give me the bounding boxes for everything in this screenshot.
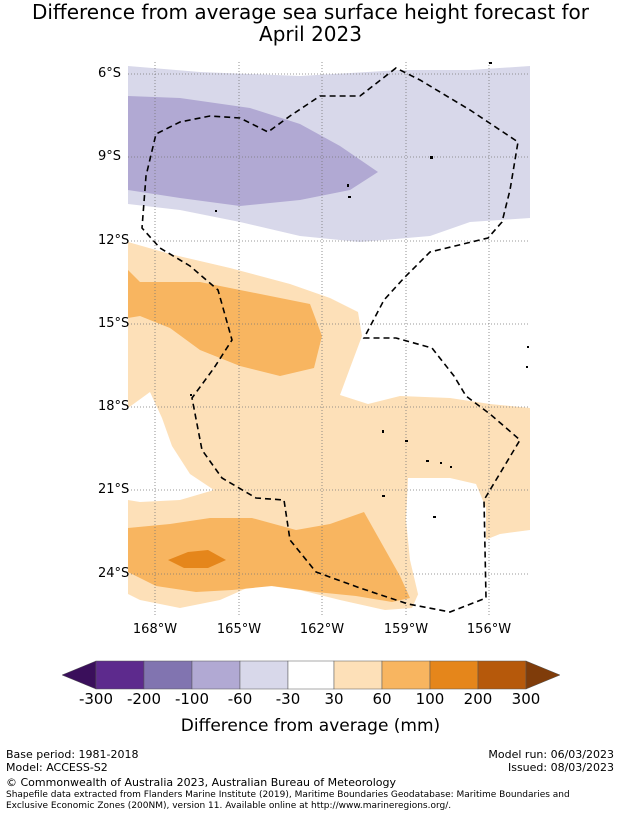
colorbar-tick: -60 — [227, 690, 253, 708]
colorbar-tick: 60 — [372, 690, 392, 708]
colorbar-tick: -100 — [174, 690, 210, 708]
lon-label: 165°W — [216, 622, 262, 637]
lon-label: 162°W — [299, 622, 345, 637]
base-period: Base period: 1981-2018 — [6, 748, 139, 761]
colorbar — [61, 660, 561, 690]
colorbar-tick: 300 — [511, 690, 541, 708]
colorbar-high-extension — [525, 660, 561, 690]
model-name: Model: ACCESS-S2 — [6, 761, 108, 774]
colorbar-segment — [95, 660, 145, 690]
lat-label: 18°S — [98, 399, 130, 414]
copyright: © Commonwealth of Australia 2023, Austra… — [6, 776, 396, 789]
region-neutral-east — [406, 478, 486, 594]
region-plus-100 — [168, 550, 226, 568]
lat-label: 9°S — [98, 149, 122, 164]
colorbar-segment — [477, 660, 527, 690]
region-plus-60-north — [128, 270, 322, 376]
colorbar-tick: -200 — [126, 690, 162, 708]
colorbar-segment — [191, 660, 241, 690]
lat-label: 21°S — [98, 482, 130, 497]
colorbar-segment — [381, 660, 431, 690]
eez-boundary — [141, 67, 522, 613]
colorbar-tick: 100 — [415, 690, 445, 708]
colorbar-tick: -30 — [275, 690, 301, 708]
colorbar-segment — [287, 660, 335, 690]
lat-label: 6°S — [98, 66, 122, 81]
lat-label: 15°S — [98, 316, 130, 331]
region-plus-60-south — [128, 512, 410, 602]
colorbar-segment — [143, 660, 193, 690]
colorbar-segment — [239, 660, 289, 690]
region-neutral-west — [128, 392, 214, 502]
lon-label: 168°W — [132, 622, 178, 637]
shapefile-credit: Shapefile data extracted from Flanders M… — [6, 790, 570, 811]
region-minus-60 — [128, 96, 378, 206]
graticule — [128, 62, 530, 615]
colorbar-segment — [429, 660, 479, 690]
title-line-1: Difference from average sea surface heig… — [31, 0, 590, 24]
lon-label: 159°W — [383, 622, 429, 637]
lon-label: 156°W — [466, 622, 512, 637]
lat-label: 24°S — [98, 566, 130, 581]
colorbar-segment — [333, 660, 383, 690]
colorbar-low-extension — [61, 660, 97, 690]
model-run: Model run: 06/03/2023 — [488, 748, 614, 761]
colorbar-tick: -300 — [78, 690, 114, 708]
colorbar-tick: 200 — [463, 690, 493, 708]
colorbar-label: Difference from average (mm) — [180, 716, 441, 736]
island-markers — [190, 62, 529, 518]
issued-date: Issued: 08/03/2023 — [507, 761, 614, 774]
lat-label: 12°S — [98, 233, 130, 248]
title-line-2: April 2023 — [259, 22, 362, 46]
colorbar-tick: 30 — [324, 690, 344, 708]
